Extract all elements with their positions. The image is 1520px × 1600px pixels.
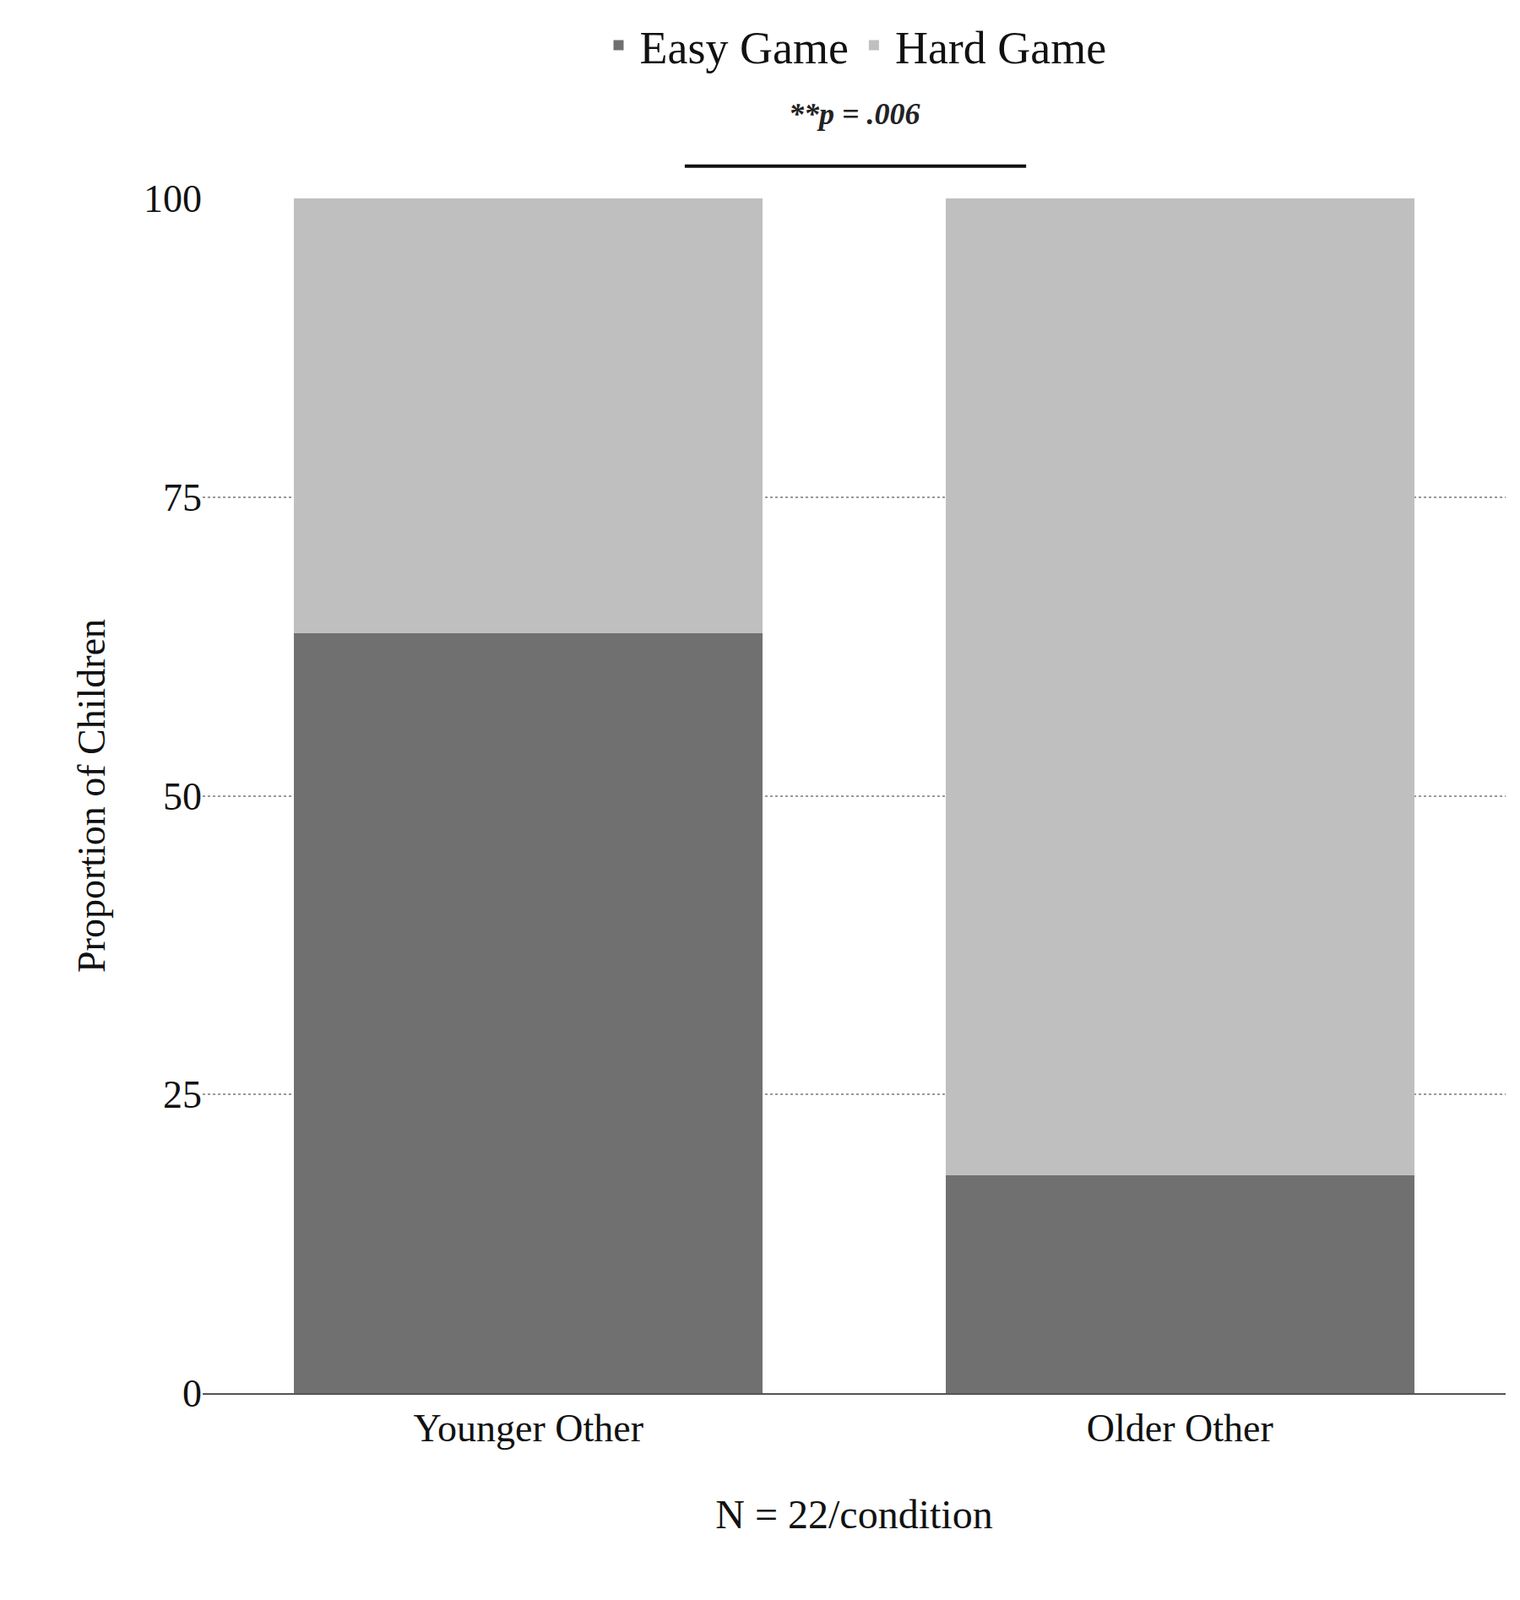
svg-text:100: 100 [143, 177, 202, 221]
svg-text:75: 75 [162, 476, 202, 520]
svg-text:25: 25 [162, 1073, 202, 1117]
svg-text:0: 0 [182, 1372, 202, 1416]
svg-text:Hard Game: Hard Game [895, 22, 1107, 74]
svg-text:**p = .006: **p = .006 [788, 97, 921, 131]
svg-text:Easy Game: Easy Game [640, 22, 849, 74]
svg-text:Younger Other: Younger Other [412, 1406, 644, 1450]
svg-text:N = 22/condition: N = 22/condition [715, 1492, 993, 1537]
svg-text:Older Other: Older Other [1086, 1406, 1274, 1450]
svg-text:50: 50 [162, 775, 202, 819]
svg-text:Proportion of Children: Proportion of Children [70, 618, 114, 973]
